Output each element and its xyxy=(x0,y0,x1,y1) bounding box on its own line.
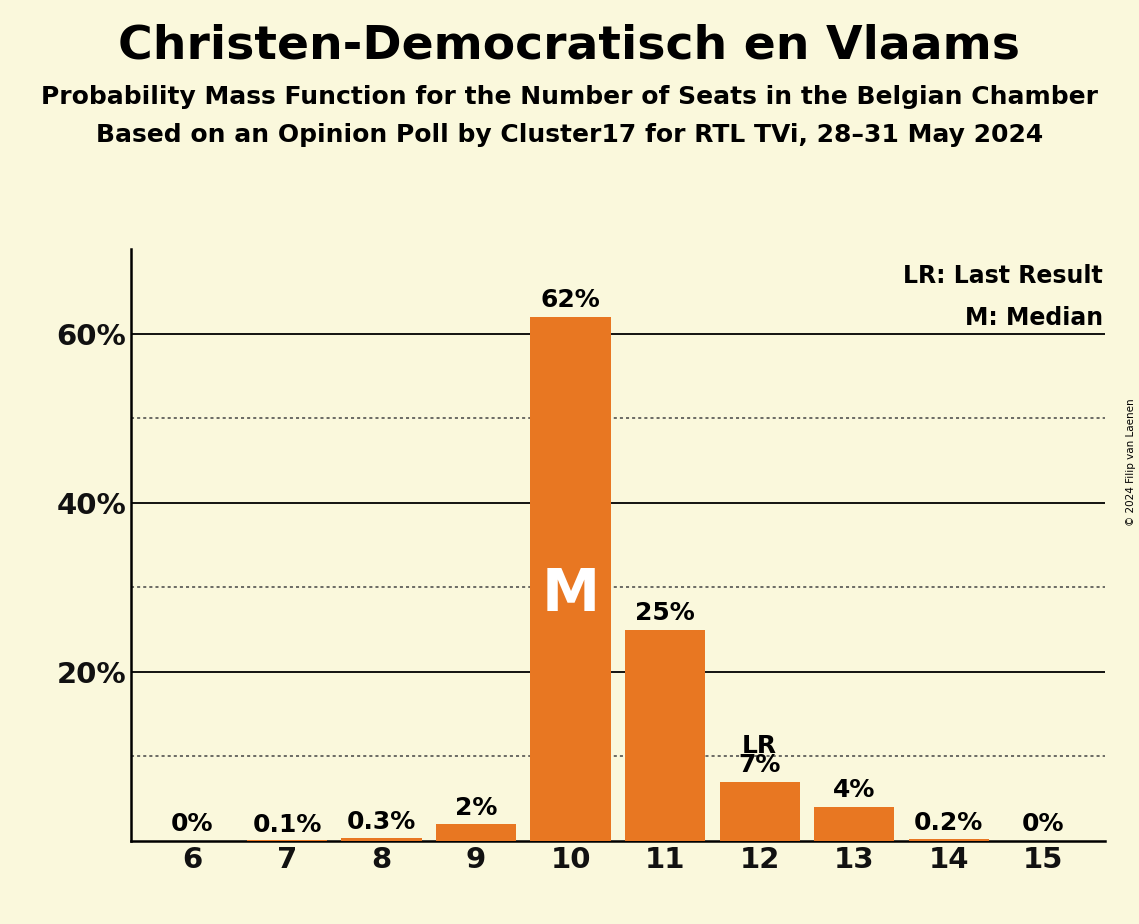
Text: 62%: 62% xyxy=(541,288,600,312)
Text: 0%: 0% xyxy=(1022,812,1065,836)
Text: 4%: 4% xyxy=(833,778,876,802)
Text: 0%: 0% xyxy=(171,812,214,836)
Text: M: Median: M: Median xyxy=(965,306,1103,330)
Text: Probability Mass Function for the Number of Seats in the Belgian Chamber: Probability Mass Function for the Number… xyxy=(41,85,1098,109)
Text: LR: LR xyxy=(743,734,777,758)
Bar xyxy=(720,782,800,841)
Text: Based on an Opinion Poll by Cluster17 for RTL TVi, 28–31 May 2024: Based on an Opinion Poll by Cluster17 fo… xyxy=(96,123,1043,147)
Text: 7%: 7% xyxy=(738,753,781,777)
Text: Christen-Democratisch en Vlaams: Christen-Democratisch en Vlaams xyxy=(118,23,1021,68)
Text: 25%: 25% xyxy=(636,601,695,625)
Bar xyxy=(531,317,611,841)
Text: 2%: 2% xyxy=(454,796,498,820)
Bar xyxy=(436,824,516,841)
Text: © 2024 Filip van Laenen: © 2024 Filip van Laenen xyxy=(1126,398,1136,526)
Text: LR: Last Result: LR: Last Result xyxy=(903,264,1103,288)
Bar xyxy=(814,807,894,841)
Bar xyxy=(909,839,989,841)
Text: 0.3%: 0.3% xyxy=(347,810,416,834)
Text: 0.1%: 0.1% xyxy=(253,812,321,836)
Bar xyxy=(625,629,705,841)
Bar xyxy=(342,838,421,841)
Text: M: M xyxy=(541,566,600,623)
Text: 0.2%: 0.2% xyxy=(915,811,983,835)
